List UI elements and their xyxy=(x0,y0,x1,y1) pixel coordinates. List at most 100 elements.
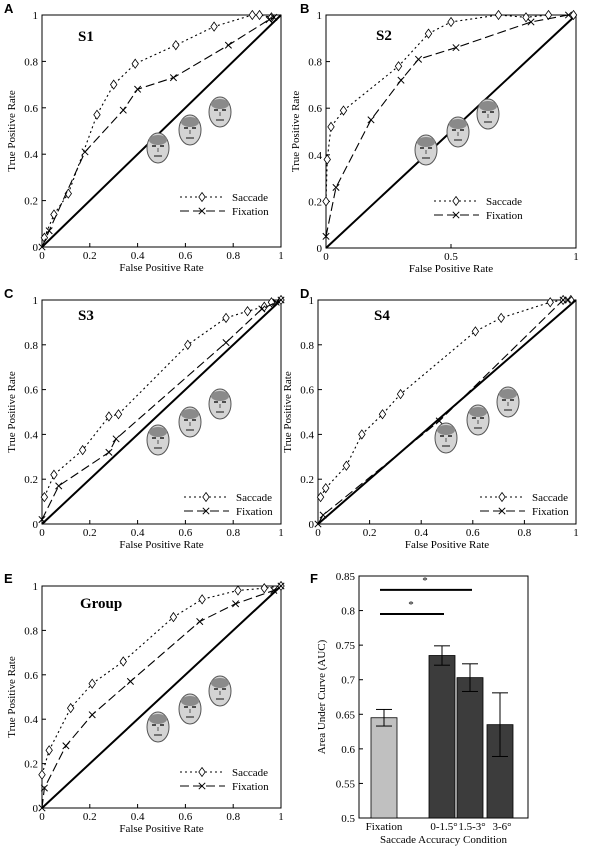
face-stimulus-icon xyxy=(414,134,438,166)
x-axis-label: False Positive Rate xyxy=(119,823,203,835)
cross-stroke xyxy=(202,507,210,515)
y-tick-label: 0.4 xyxy=(308,150,322,162)
face-stimulus-icon xyxy=(446,116,470,148)
fixation-point xyxy=(270,13,278,21)
x-tick-label: 0.2 xyxy=(83,811,97,823)
y-axis-label: True Positive Rate xyxy=(282,371,294,453)
y-tick-label: 0.6 xyxy=(341,744,355,756)
fixation-line xyxy=(41,299,282,520)
fixation-point xyxy=(45,227,53,235)
fixation-point xyxy=(55,482,63,490)
fixation-point xyxy=(38,243,46,251)
face-hair xyxy=(449,119,467,129)
x-tick-label: 0-1.5° xyxy=(430,821,457,833)
subject-title: S1 xyxy=(78,29,94,45)
x-axis-label: False Positive Rate xyxy=(119,539,203,551)
face-stimulus-icon xyxy=(178,114,202,146)
cross-stroke xyxy=(196,617,204,626)
saccade-point xyxy=(184,339,192,350)
subject-title: S3 xyxy=(78,308,94,324)
y-tick-label: 0 xyxy=(309,519,315,531)
cross-stroke xyxy=(332,183,340,191)
panel-letter-e: E xyxy=(4,571,13,586)
saccade-point xyxy=(210,21,218,32)
fixation-point xyxy=(319,511,327,519)
saccade-point xyxy=(248,9,257,21)
saccade-point xyxy=(494,9,503,21)
cross-stroke xyxy=(322,232,330,240)
y-tick-label: 0.8 xyxy=(341,606,355,618)
saccade-point xyxy=(105,411,113,422)
y-tick-label: 0.65 xyxy=(336,709,356,721)
cross-stroke xyxy=(40,784,48,792)
chance-diagonal xyxy=(317,299,577,525)
y-tick-label: 1 xyxy=(309,295,315,307)
saccade-point xyxy=(66,702,75,714)
cross-stroke xyxy=(38,243,46,251)
face-hair xyxy=(181,696,199,706)
cross-stroke xyxy=(134,85,142,93)
cross-stroke xyxy=(452,211,460,219)
x-tick-label: 0.4 xyxy=(131,527,145,539)
cross-stroke xyxy=(45,227,53,235)
saccade-point xyxy=(40,491,49,503)
y-tick-label: 0 xyxy=(33,519,39,531)
cross-stroke xyxy=(527,18,535,26)
cross-stroke xyxy=(105,448,113,456)
cross-stroke xyxy=(397,76,405,84)
cross-stroke xyxy=(81,148,89,156)
saccade-point xyxy=(497,312,505,324)
fixation-point xyxy=(224,41,232,49)
y-tick-label: 0.8 xyxy=(24,56,38,68)
x-tick-label: 0.4 xyxy=(131,250,145,262)
roc-panel-s4: 0 0.2 0.4 0.6 0.8 1 0 0.2 0.4 0.6 0.8 1 False Positi… xyxy=(282,294,579,551)
fixation-point xyxy=(105,448,113,456)
y-tick-label: 0.6 xyxy=(24,385,38,397)
plot-frame xyxy=(317,299,577,525)
saccade-point xyxy=(471,326,480,337)
fixation-point xyxy=(258,305,266,313)
legend-fixation-marker xyxy=(452,211,460,219)
y-tick-label: 0.2 xyxy=(300,474,314,486)
auc-bar xyxy=(428,655,456,819)
saccade-point xyxy=(234,585,242,596)
fixation-point xyxy=(435,417,443,425)
saccade-point xyxy=(78,444,87,456)
roc-panel-s3: 0 0.2 0.4 0.6 0.8 1 0 0.2 0.4 0.6 0.8 1 False Positi… xyxy=(6,294,285,551)
x-tick-label: 0.6 xyxy=(179,811,193,823)
x-tick-label: 1 xyxy=(573,527,579,539)
panel-letter-a: A xyxy=(4,1,14,16)
legend-fixation-marker xyxy=(202,507,210,515)
saccade-point xyxy=(260,583,268,594)
x-tick-label: 1.5-3° xyxy=(458,821,485,833)
saccade-point xyxy=(172,39,180,51)
face-hair xyxy=(181,409,199,419)
x-axis-label: False Positive Rate xyxy=(409,263,493,275)
fixation-point xyxy=(134,85,142,93)
fixation-point xyxy=(414,55,423,63)
panel-letter-f: F xyxy=(310,571,318,586)
chance-diagonal xyxy=(41,585,282,809)
fixation-point xyxy=(112,435,120,443)
cross-stroke xyxy=(367,116,375,124)
y-tick-label: 0.4 xyxy=(24,149,38,161)
plot-frame xyxy=(41,299,282,525)
saccade-point xyxy=(169,611,178,623)
panel-letter-d: D xyxy=(300,286,309,301)
fixation-point xyxy=(367,116,375,124)
fixation-point xyxy=(126,677,134,686)
legend-saccade-label: Saccade xyxy=(532,492,568,504)
saccade-point xyxy=(358,429,366,440)
cross-stroke xyxy=(112,435,120,443)
y-tick-label: 0.6 xyxy=(300,385,314,397)
face-hair xyxy=(211,99,229,109)
x-tick-label: 1 xyxy=(573,251,579,263)
saccade-point xyxy=(323,154,331,165)
saccade-line xyxy=(41,585,282,775)
fixation-point xyxy=(277,296,285,304)
cross-stroke xyxy=(169,74,178,82)
legend-saccade-marker xyxy=(198,766,206,778)
face-stimulus-icon xyxy=(434,422,458,454)
x-axis-label: Saccade Accuracy Condition xyxy=(380,834,508,846)
y-tick-label: 0.2 xyxy=(24,759,38,771)
